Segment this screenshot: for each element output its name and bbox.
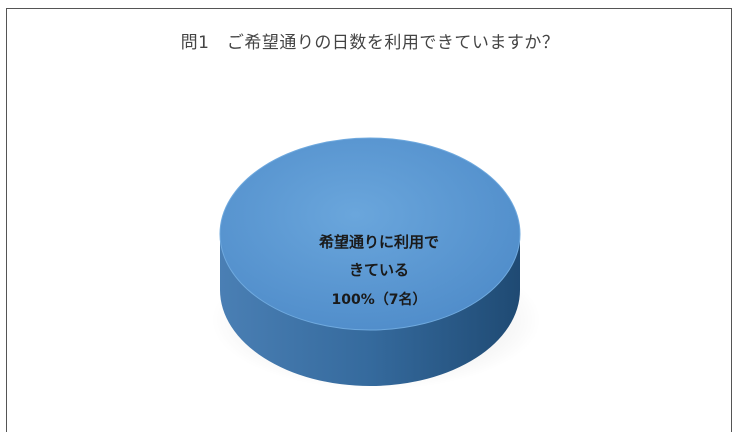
- pie-slice-label-line2: きている: [349, 261, 409, 279]
- pie-slice-label-line1: 希望通りに利用で: [319, 233, 439, 251]
- pie-slice-percent-label: 100%（7名）: [332, 291, 427, 308]
- pie-slice-0: [219, 137, 521, 331]
- pie-label-group: 希望通りに利用で きている 100%（7名）: [319, 233, 439, 308]
- pie-side-wall: [220, 234, 520, 386]
- pie-slices: [219, 137, 521, 386]
- chart-title: 問1 ご希望通りの日数を利用できていますか？: [180, 33, 560, 53]
